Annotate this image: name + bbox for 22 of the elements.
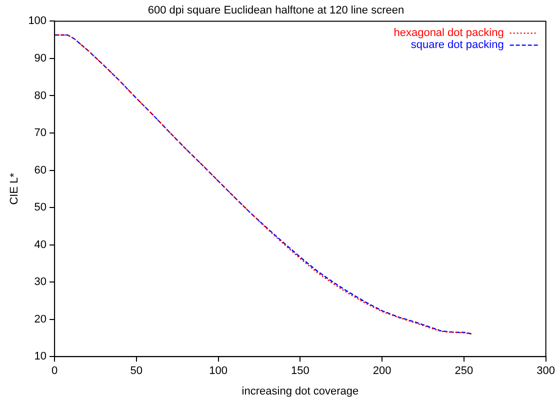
y-tick-label: 40 <box>34 238 47 251</box>
x-tick-label: 50 <box>130 365 143 378</box>
x-tick-label: 200 <box>372 365 392 378</box>
legend-label: square dot packing <box>410 39 504 52</box>
x-tick-label: 300 <box>536 365 556 378</box>
x-tick-label: 150 <box>291 365 310 378</box>
y-tick-label: 60 <box>34 164 47 176</box>
x-axis-title: increasing dot coverage <box>242 385 359 398</box>
y-tick-label: 30 <box>34 276 47 288</box>
y-tick-label: 10 <box>34 350 47 363</box>
x-tick-label: 0 <box>51 365 58 378</box>
y-tick-label: 100 <box>28 15 47 28</box>
y-axis-title: CIE L* <box>8 172 21 205</box>
x-tick-label: 100 <box>209 365 228 378</box>
y-tick-label: 80 <box>34 90 47 102</box>
chart-title: 600 dpi square Euclidean halftone at 120 line screen <box>148 4 404 17</box>
x-tick-label: 250 <box>454 365 474 378</box>
legend-label: hexagonal dot packing <box>394 27 504 40</box>
y-tick-label: 70 <box>34 127 47 140</box>
y-tick-label: 20 <box>34 313 47 326</box>
y-tick-label: 50 <box>34 202 47 214</box>
y-tick-label: 90 <box>34 52 47 64</box>
